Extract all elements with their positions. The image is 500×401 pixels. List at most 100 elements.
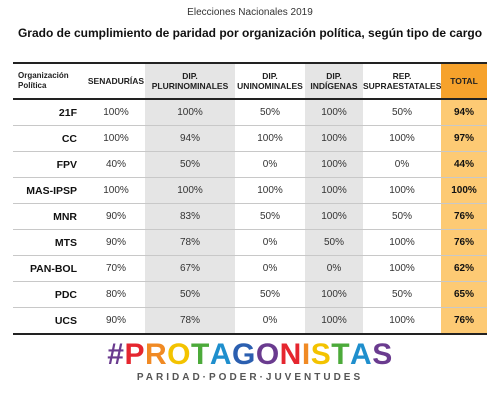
cell-total: 97% <box>441 125 487 152</box>
cell-plur: 50% <box>145 281 235 308</box>
cell-indig: 100% <box>305 151 363 178</box>
cell-sen: 80% <box>87 281 145 308</box>
parity-table: Organización Política SENADURÍAS DIP. PL… <box>13 62 487 335</box>
table-row: 21F 100% 100% 50% 100% 50% 94% <box>13 99 487 126</box>
cell-indig: 100% <box>305 177 363 204</box>
logo-letter: P <box>124 338 145 371</box>
header-org: Organización Política <box>13 62 87 100</box>
row-org-label: MTS <box>13 229 87 256</box>
logo-letter: T <box>331 338 351 371</box>
cell-sen: 100% <box>87 177 145 204</box>
cell-sen: 100% <box>87 99 145 126</box>
table-row: MAS-IPSP 100% 100% 100% 100% 100% 100% <box>13 177 487 204</box>
cell-plur: 94% <box>145 125 235 152</box>
header-rep-supraestatales: REP. SUPRAESTATALES <box>363 62 441 100</box>
supertitle: Elecciones Nacionales 2019 <box>187 7 313 18</box>
cell-unin: 50% <box>235 99 305 126</box>
cell-plur: 100% <box>145 177 235 204</box>
cell-plur: 50% <box>145 151 235 178</box>
cell-supra: 100% <box>363 229 441 256</box>
cell-supra: 100% <box>363 125 441 152</box>
protagonistas-logo: #PROTAGONISTAS <box>0 339 500 371</box>
cell-unin: 50% <box>235 203 305 230</box>
cell-supra: 0% <box>363 151 441 178</box>
header-dip-indigenas: DIP. INDÍGENAS <box>305 62 363 100</box>
row-org-label: 21F <box>13 99 87 126</box>
cell-supra: 50% <box>363 281 441 308</box>
table-body: 21F 100% 100% 50% 100% 50% 94% CC 100% 94% 100% 100… <box>13 99 487 335</box>
table-row: PAN-BOL 70% 67% 0% 0% 100% 62% <box>13 255 487 282</box>
cell-indig: 100% <box>305 281 363 308</box>
logo-letter: S <box>310 338 332 371</box>
logo-letter: N <box>279 338 302 371</box>
cell-plur: 78% <box>145 307 235 335</box>
cell-unin: 100% <box>235 125 305 152</box>
cell-sen: 70% <box>87 255 145 282</box>
cell-total: 76% <box>441 307 487 335</box>
cell-plur: 78% <box>145 229 235 256</box>
cell-unin: 0% <box>235 255 305 282</box>
header-dip-plurinominales: DIP. PLURINOMINALES <box>145 62 235 100</box>
cell-indig: 100% <box>305 307 363 335</box>
row-org-label: PAN-BOL <box>13 255 87 282</box>
table-row: CC 100% 94% 100% 100% 100% 97% <box>13 125 487 152</box>
cell-indig: 100% <box>305 125 363 152</box>
row-org-label: MNR <box>13 203 87 230</box>
logo-letter: O <box>167 338 191 371</box>
cell-unin: 0% <box>235 229 305 256</box>
cell-total: 100% <box>441 177 487 204</box>
logo-letter: A <box>209 338 232 371</box>
cell-unin: 50% <box>235 281 305 308</box>
cell-total: 62% <box>441 255 487 282</box>
cell-total: 65% <box>441 281 487 308</box>
cell-indig: 50% <box>305 229 363 256</box>
table-row: UCS 90% 78% 0% 100% 100% 76% <box>13 307 487 335</box>
cell-sen: 90% <box>87 203 145 230</box>
cell-total: 44% <box>441 151 487 178</box>
logo-letter: T <box>190 338 210 371</box>
logo-letter: G <box>231 338 256 371</box>
cell-total: 76% <box>441 229 487 256</box>
logo-letter: S <box>372 338 393 371</box>
row-org-label: PDC <box>13 281 87 308</box>
cell-supra: 100% <box>363 307 441 335</box>
table-row: FPV 40% 50% 0% 100% 0% 44% <box>13 151 487 178</box>
cell-unin: 0% <box>235 151 305 178</box>
table-row: MNR 90% 83% 50% 100% 50% 76% <box>13 203 487 230</box>
cell-plur: 100% <box>145 99 235 126</box>
row-org-label: MAS-IPSP <box>13 177 87 204</box>
table-row: MTS 90% 78% 0% 50% 100% 76% <box>13 229 487 256</box>
cell-total: 94% <box>441 99 487 126</box>
cell-supra: 50% <box>363 99 441 126</box>
cell-supra: 100% <box>363 255 441 282</box>
table-header-row: Organización Política SENADURÍAS DIP. PL… <box>13 62 487 100</box>
cell-sen: 40% <box>87 151 145 178</box>
cell-sen: 90% <box>87 307 145 335</box>
cell-plur: 83% <box>145 203 235 230</box>
header-total: TOTAL <box>441 62 487 100</box>
cell-sen: 100% <box>87 125 145 152</box>
cell-indig: 0% <box>305 255 363 282</box>
cell-supra: 50% <box>363 203 441 230</box>
table-row: PDC 80% 50% 50% 100% 50% 65% <box>13 281 487 308</box>
cell-total: 76% <box>441 203 487 230</box>
page-title: Grado de cumplimiento de paridad por org… <box>17 26 483 40</box>
cell-unin: 100% <box>235 177 305 204</box>
logo-letter: O <box>255 338 280 371</box>
cell-unin: 0% <box>235 307 305 335</box>
header-senadurias: SENADURÍAS <box>87 62 145 100</box>
cell-indig: 100% <box>305 203 363 230</box>
cell-sen: 90% <box>87 229 145 256</box>
logo-letter: I <box>301 338 311 371</box>
cell-supra: 100% <box>363 177 441 204</box>
logo-letter: R <box>144 338 168 371</box>
logo-tagline: PARIDAD·PODER·JUVENTUDES <box>136 372 364 383</box>
row-org-label: FPV <box>13 151 87 178</box>
header-dip-uninominales: DIP. UNINOMINALES <box>235 62 305 100</box>
row-org-label: UCS <box>13 307 87 335</box>
logo-letter: A <box>350 338 373 371</box>
cell-plur: 67% <box>145 255 235 282</box>
logo-letter: # <box>107 338 125 371</box>
row-org-label: CC <box>13 125 87 152</box>
